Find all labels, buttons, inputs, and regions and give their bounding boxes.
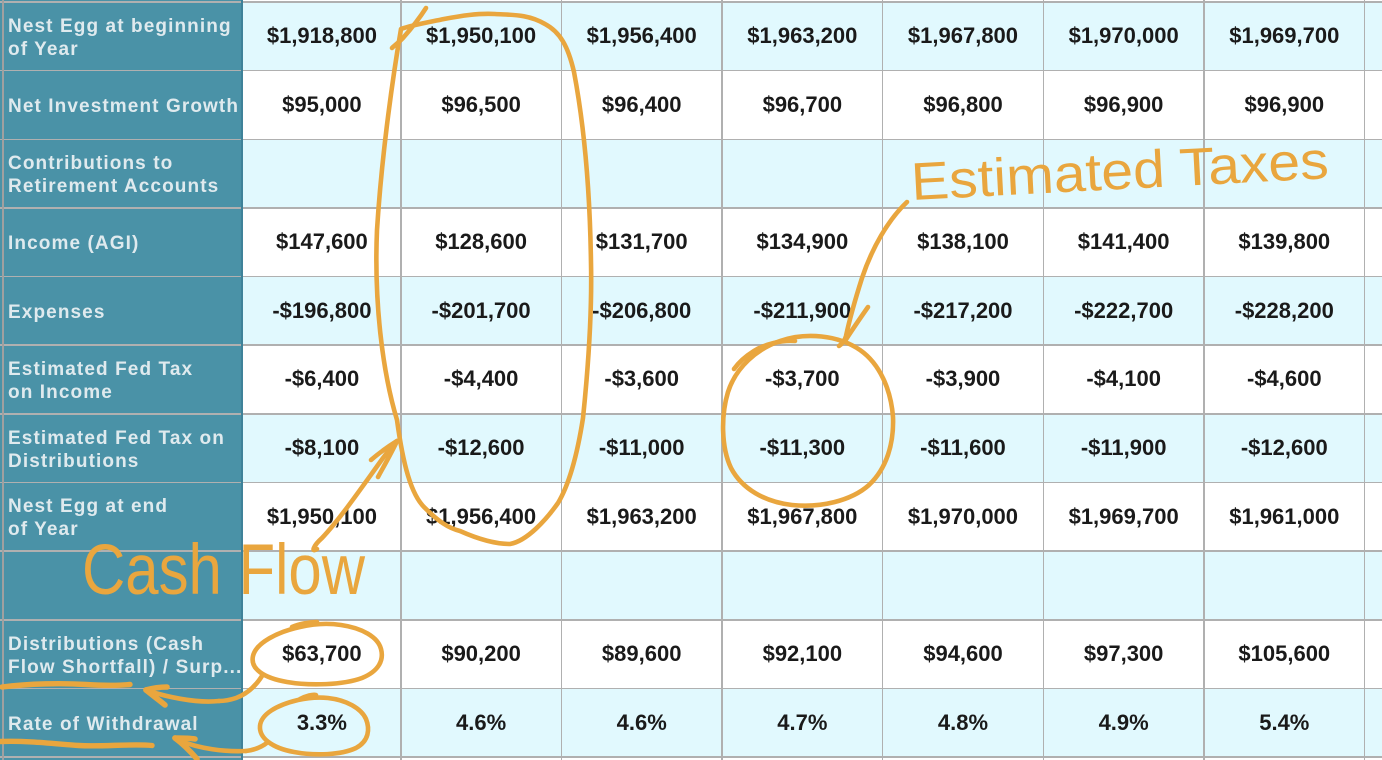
svg-text:Estimated Taxes: Estimated Taxes: [910, 131, 1331, 212]
svg-text:Cash Flow: Cash Flow: [82, 531, 366, 610]
